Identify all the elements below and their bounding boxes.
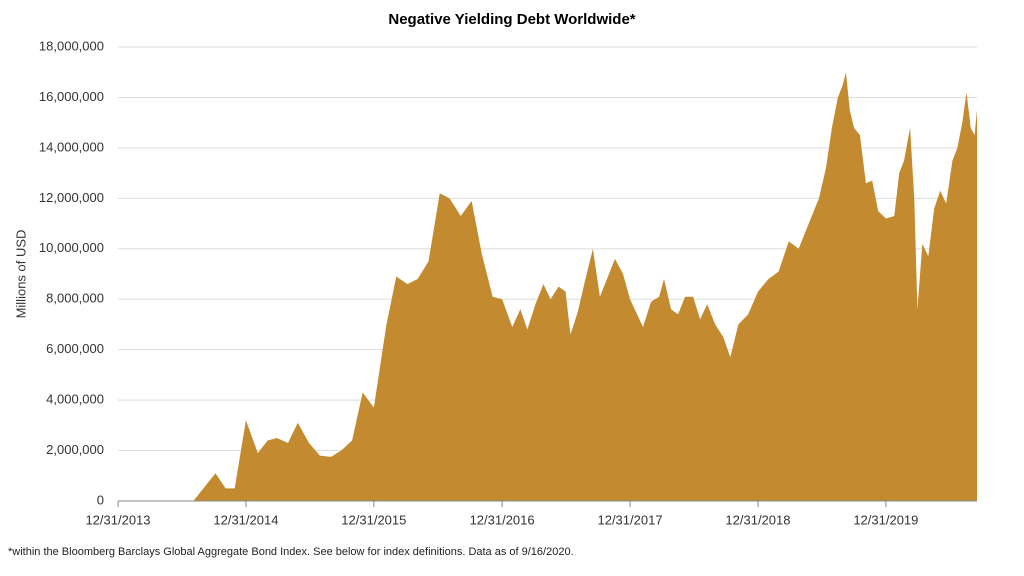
x-tick-label: 12/31/2016 [470, 512, 535, 527]
y-tick-label: 12,000,000 [39, 190, 104, 205]
x-tick-label: 12/31/2015 [341, 512, 406, 527]
x-tick-label: 12/31/2014 [213, 512, 278, 527]
chart-title: Negative Yielding Debt Worldwide* [388, 11, 635, 28]
y-tick-label: 14,000,000 [39, 139, 104, 154]
y-tick-label: 18,000,000 [39, 38, 104, 53]
y-tick-label: 2,000,000 [46, 442, 104, 457]
y-tick-label: 4,000,000 [46, 392, 104, 407]
y-tick-label: 6,000,000 [46, 341, 104, 356]
x-tick-label: 12/31/2019 [853, 512, 918, 527]
x-tick-label: 12/31/2018 [725, 512, 790, 527]
y-tick-label: 0 [97, 492, 104, 507]
area [118, 72, 977, 501]
y-tick-label: 8,000,000 [46, 291, 104, 306]
x-tick-label: 12/31/2017 [597, 512, 662, 527]
y-tick-label: 16,000,000 [39, 89, 104, 104]
y-tick-label: 10,000,000 [39, 240, 104, 255]
footnote: *within the Bloomberg Barclays Global Ag… [8, 546, 574, 558]
y-axis-label: Millions of USD [13, 230, 28, 319]
x-tick-label: 12/31/2013 [85, 512, 150, 527]
